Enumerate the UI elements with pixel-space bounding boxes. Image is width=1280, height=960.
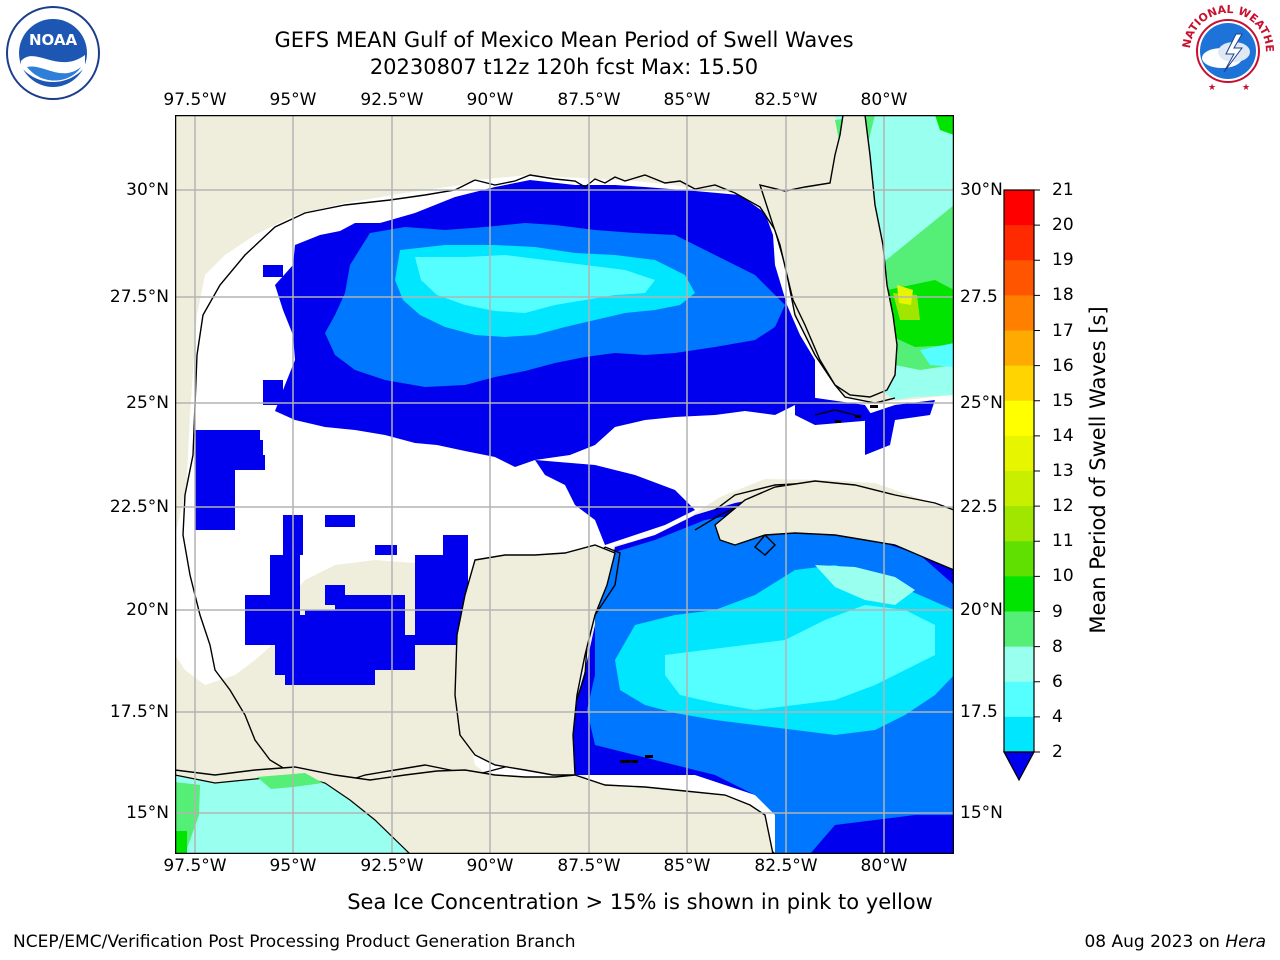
cuba-land — [714, 480, 954, 571]
lon-tick-label: 82.5°W — [754, 856, 818, 876]
lon-tick-label: 95°W — [269, 90, 317, 110]
colorbar-segment — [1004, 646, 1034, 683]
lon-tick-label: 80°W — [860, 90, 908, 110]
svg-text:★: ★ — [1208, 83, 1216, 93]
colorbar-segment — [1004, 681, 1034, 718]
colorbar-tick-label: 17 — [1052, 320, 1074, 341]
colorbar-tick-label: 11 — [1052, 531, 1074, 552]
chart-subtitle: 20230807 t12z 120h fcst Max: 15.50 — [369, 55, 759, 79]
chart-title: GEFS MEAN Gulf of Mexico Mean Period of … — [274, 28, 854, 52]
colorbar-tick-label: 9 — [1052, 601, 1063, 622]
colorbar-segment — [1004, 576, 1034, 612]
colorbar-tick-label: 2 — [1052, 742, 1063, 762]
nws-logo-icon: NATIONAL WEATHER SERVICE ★ ★ — [1178, 2, 1276, 98]
colorbar-extension — [1002, 751, 1036, 782]
florida-land — [758, 115, 898, 398]
noaa-logo-icon: NOAA — [6, 6, 100, 100]
lon-tick-label: 92.5°W — [360, 856, 424, 876]
lon-tick-label: 80°W — [860, 856, 908, 876]
lat-tick-label: 15°N — [126, 803, 169, 823]
lat-tick-label: 22.5°N — [109, 497, 169, 517]
colorbar-tick-label: 4 — [1052, 706, 1063, 727]
colorbar-segment — [1004, 400, 1034, 437]
sea-ice-note: Sea Ice Concentration > 15% is shown in … — [347, 890, 933, 914]
colorbar-tick-label: 18 — [1052, 285, 1074, 306]
footer-date: 08 Aug 2023 on Hera — [1084, 932, 1266, 952]
svg-text:★: ★ — [1242, 83, 1250, 93]
lat-tick-label: 30°N — [126, 180, 169, 200]
lon-tick-label: 87.5°W — [557, 90, 621, 110]
lon-tick-label: 97.5°W — [163, 856, 227, 876]
lat-tick-label: 25°N — [960, 393, 1003, 413]
colorbar-tick-label: 14 — [1052, 425, 1074, 446]
map-frame — [175, 115, 954, 854]
colorbar-tick-label: 19 — [1052, 250, 1074, 271]
lat-tick-label: 27.5°N — [109, 287, 169, 307]
map-grid — [175, 115, 954, 854]
colorbar-segment — [1004, 365, 1034, 402]
colorbar-tick-label: 10 — [1052, 566, 1074, 587]
lat-tick-label: 30°N — [960, 180, 1003, 200]
lat-tick-label: 20°N — [960, 600, 1003, 620]
lat-tick-label: 25°N — [126, 393, 169, 413]
colorbar-segment — [1004, 330, 1034, 367]
footer-credit: NCEP/EMC/Verification Post Processing Pr… — [13, 932, 576, 952]
lon-tick-label: 85°W — [663, 856, 711, 876]
colorbar-segment — [1004, 611, 1034, 648]
lat-tick-label: 27.5 — [960, 287, 998, 307]
lon-tick-label: 97.5°W — [163, 90, 227, 110]
colorbar-tick-label: 21 — [1052, 180, 1074, 200]
lat-tick-label: 15°N — [960, 803, 1003, 823]
colorbar-label: Mean Period of Swell Waves [s] — [1086, 306, 1110, 634]
colorbar-tick-label: 13 — [1052, 461, 1074, 481]
footer-host: Hera — [1225, 932, 1266, 952]
noaa-logo-text: NOAA — [29, 31, 78, 49]
map-panel — [175, 115, 954, 854]
colorbar-segment — [1004, 506, 1034, 542]
lon-tick-label: 90°W — [466, 856, 514, 876]
lat-tick-label: 17.5°N — [109, 702, 169, 722]
lon-tick-label: 95°W — [269, 856, 317, 876]
colorbar-tick-label: 12 — [1052, 496, 1074, 517]
yucatan-land — [454, 544, 616, 776]
swell-patches-west — [195, 265, 468, 685]
lon-tick-label: 82.5°W — [754, 90, 818, 110]
colorbar-segment — [1004, 190, 1034, 226]
lon-tick-label: 90°W — [466, 90, 514, 110]
colorbar-segment — [1004, 295, 1034, 331]
colorbar-segment — [1004, 225, 1034, 261]
lon-tick-label: 92.5°W — [360, 90, 424, 110]
colorbar-segment — [1004, 471, 1034, 507]
lon-tick-label: 85°W — [663, 90, 711, 110]
lon-tick-label: 87.5°W — [557, 856, 621, 876]
lat-tick-label: 20°N — [126, 600, 169, 620]
colorbar-segment — [1004, 541, 1034, 577]
colorbar-tick-label: 20 — [1052, 215, 1074, 236]
colorbar-tick-label: 16 — [1052, 355, 1074, 376]
lat-tick-label: 17.5 — [960, 702, 998, 722]
colorbar — [1002, 189, 1040, 782]
colorbar-segment — [1004, 435, 1034, 472]
colorbar-tick-label: 8 — [1052, 636, 1063, 657]
colorbar-segment — [1004, 260, 1034, 296]
lat-tick-label: 22.5 — [960, 497, 998, 517]
colorbar-tick-label: 15 — [1052, 390, 1074, 411]
colorbar-segment — [1004, 716, 1034, 753]
colorbar-tick-label: 6 — [1052, 671, 1063, 692]
